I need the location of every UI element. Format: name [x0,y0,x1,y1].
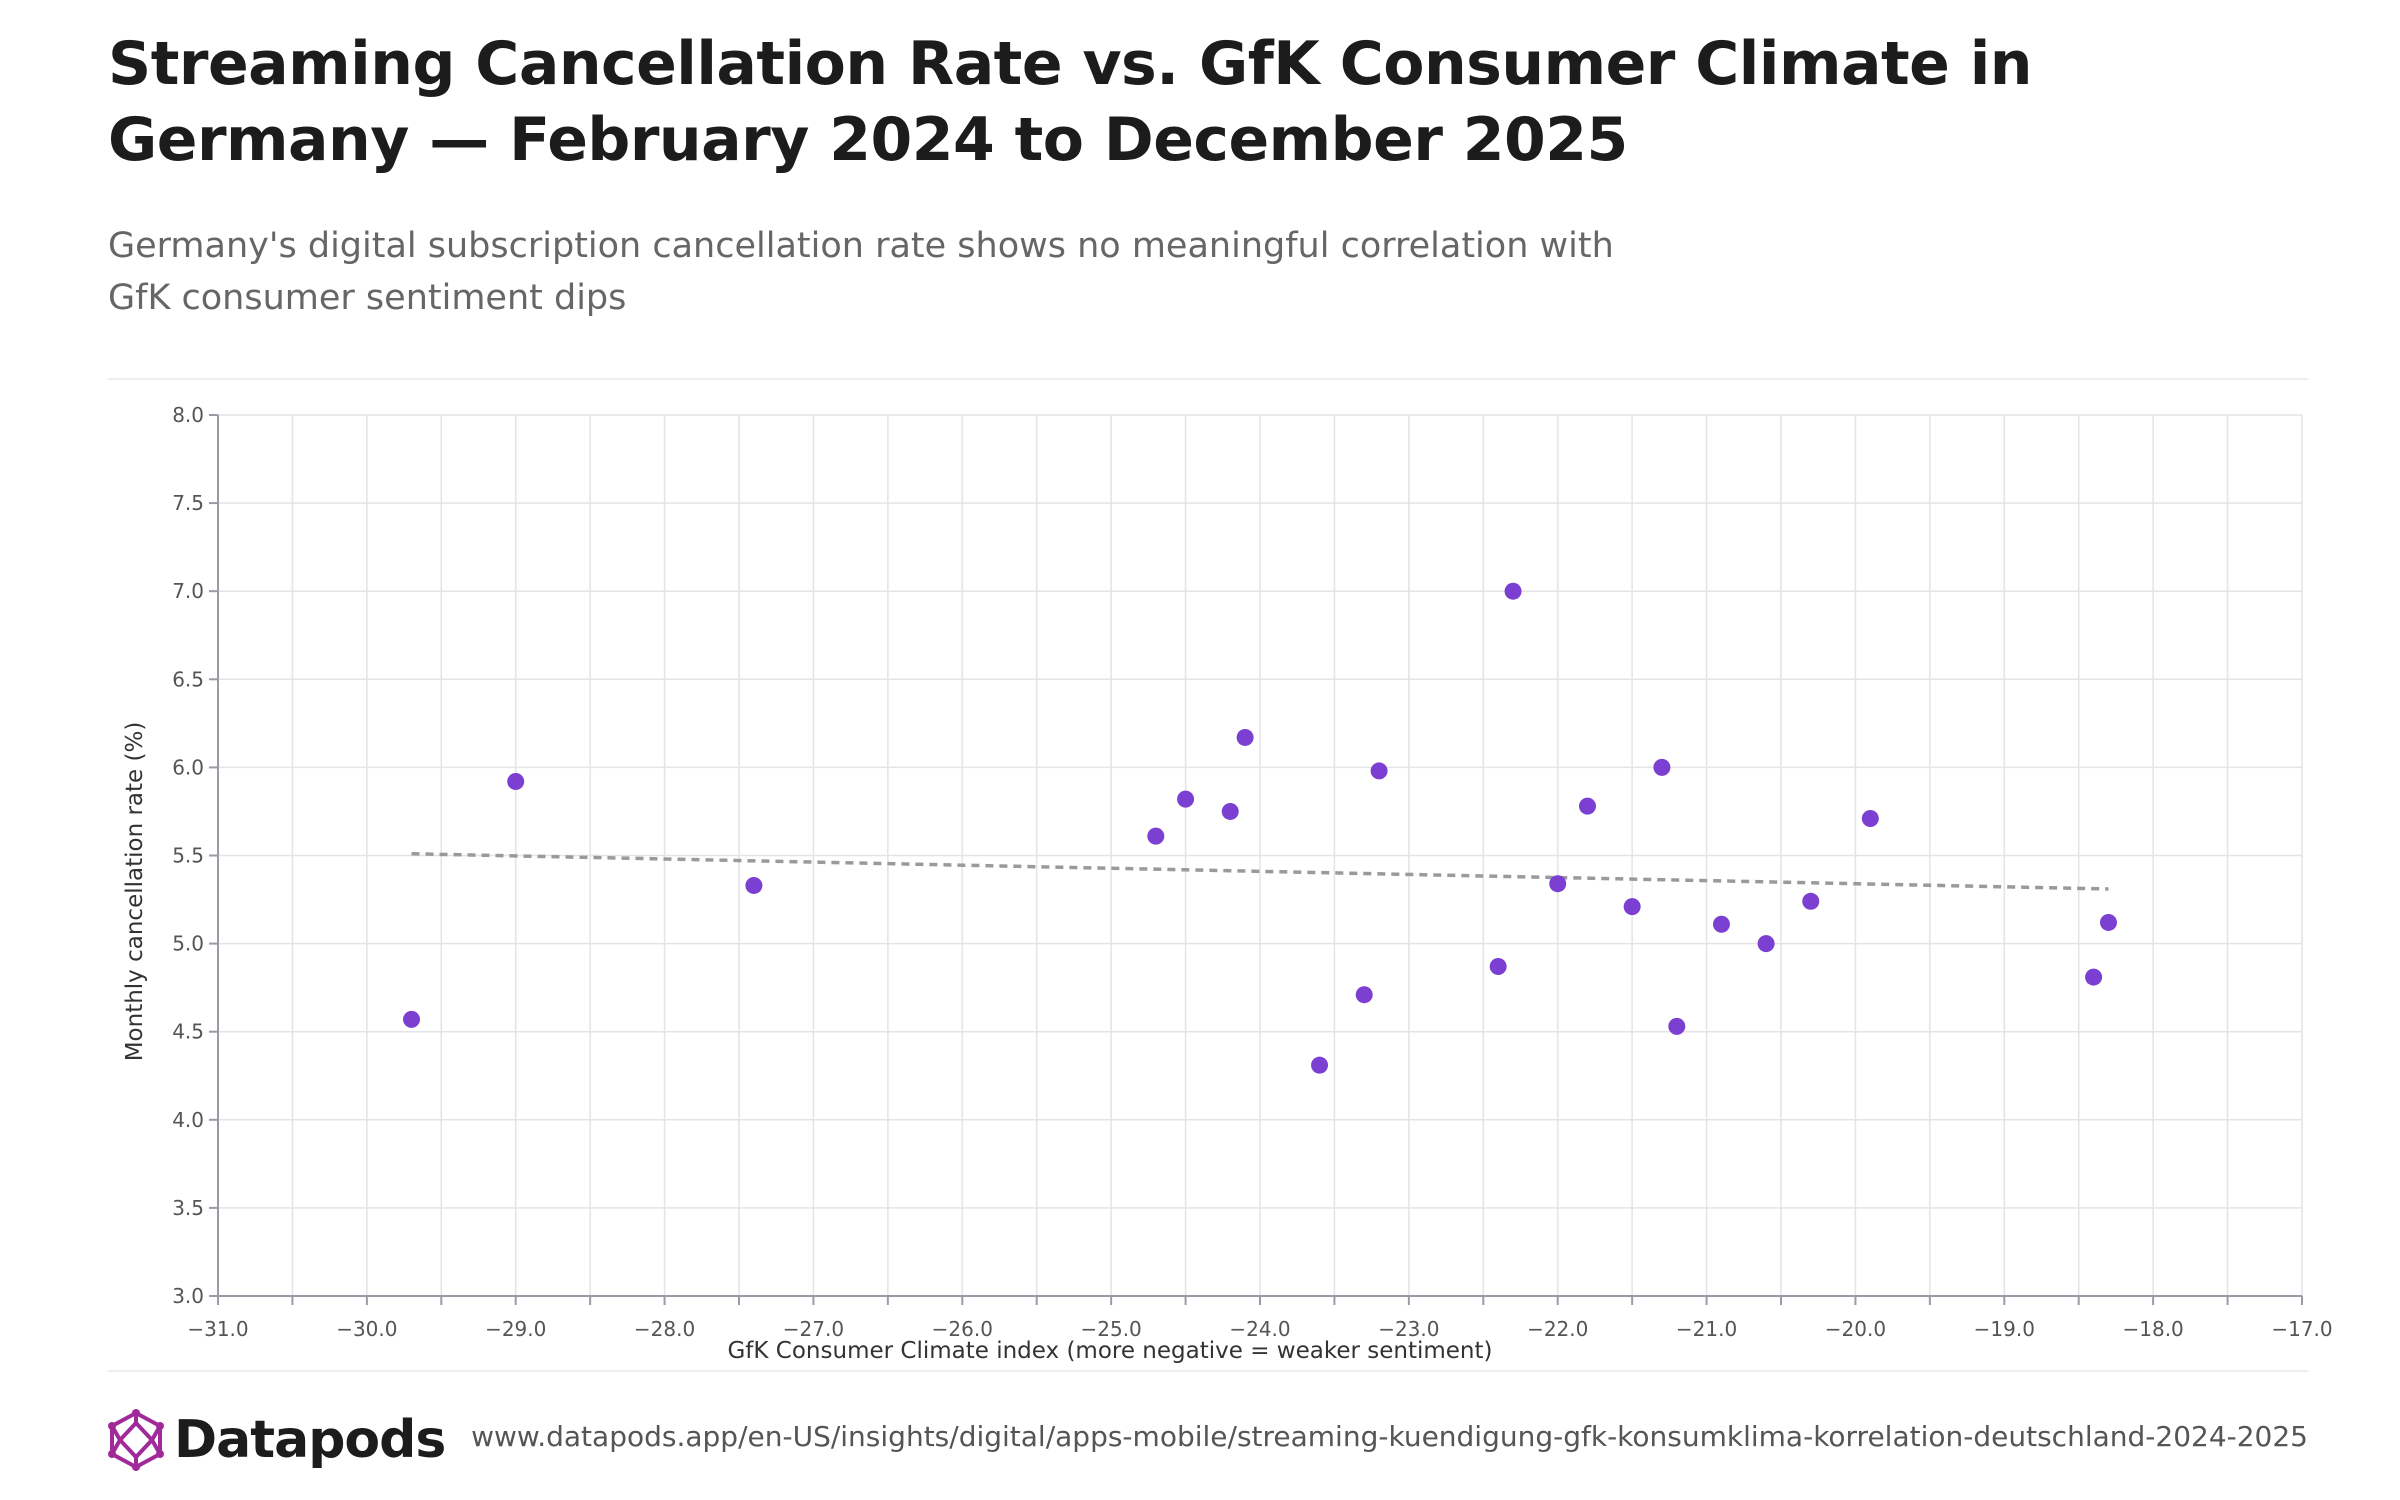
header-divider [108,378,2308,380]
datapods-logo-icon [108,1409,164,1471]
x-axis-title: GfK Consumer Climate index (more negativ… [727,1338,1492,1364]
x-tick-label: −24.0 [1229,1317,1290,1341]
chart-subtitle: Germany's digital subscription cancellat… [108,226,1614,318]
data-point [2085,968,2103,986]
scatter-chart: −31.0 −30.0 −29.0 −28.0 −27.0 −26.0 −25.0 −24.0… [122,403,2333,1364]
data-point [2099,913,2117,931]
y-tick-label: 7.0 [172,579,204,603]
y-tick-label: 5.5 [172,844,204,868]
brand-name: Datapods [174,1410,446,1470]
x-tick-label: −22.0 [1527,1317,1588,1341]
x-tick-label: −21.0 [1676,1317,1737,1341]
data-point [507,772,525,790]
y-axis-title: Monthly cancellation rate (%) [122,722,148,1062]
y-tick-label: 3.0 [172,1284,204,1308]
x-tick-label: −17.0 [2271,1317,2332,1341]
x-tick-label: −26.0 [932,1317,993,1341]
data-point [1355,986,1373,1004]
y-tick-label: 4.5 [172,1020,204,1044]
data-point [1653,758,1671,776]
x-tick-label: −27.0 [783,1317,844,1341]
data-point [1504,582,1522,600]
data-point [1370,762,1388,780]
brand-logo[interactable]: Datapods [108,1408,446,1472]
x-tick-label: −18.0 [2122,1317,2183,1341]
data-point [1578,797,1596,815]
data-point [1861,809,1879,827]
data-point [1802,892,1820,910]
data-point [1236,728,1254,746]
data-point [1623,898,1641,916]
data-point [1712,915,1730,933]
y-tick-label: 4.0 [172,1108,204,1132]
y-tick-label: 8.0 [172,403,204,427]
data-point [1668,1017,1686,1035]
data-point [1489,958,1507,976]
y-tick-label: 5.0 [172,932,204,956]
data-point [1221,802,1239,820]
data-point [745,876,763,894]
x-tick-label: −29.0 [485,1317,546,1341]
data-point [1549,875,1567,893]
data-point [1177,790,1195,808]
chart-title: Streaming Cancellation Rate vs. GfK Cons… [108,29,2033,175]
x-tick-label: −23.0 [1378,1317,1439,1341]
x-tick-label: −19.0 [1974,1317,2035,1341]
data-point [1757,935,1775,953]
x-tick-label: −20.0 [1825,1317,1886,1341]
y-tick-label: 3.5 [172,1196,204,1220]
y-tick-label: 7.5 [172,491,204,515]
y-tick-label: 6.0 [172,755,204,779]
footer-divider [108,1370,2308,1372]
y-tick-label: 6.5 [172,667,204,691]
x-tick-label: −25.0 [1080,1317,1141,1341]
x-tick-label: −31.0 [187,1317,248,1341]
data-point [1147,827,1165,845]
x-tick-label: −28.0 [634,1317,695,1341]
data-point [1311,1056,1329,1074]
trend-line [411,851,2109,891]
x-tick-label: −30.0 [336,1317,397,1341]
source-url[interactable]: www.datapods.app/en-US/insights/digital/… [471,1420,2308,1453]
data-point [403,1010,421,1028]
